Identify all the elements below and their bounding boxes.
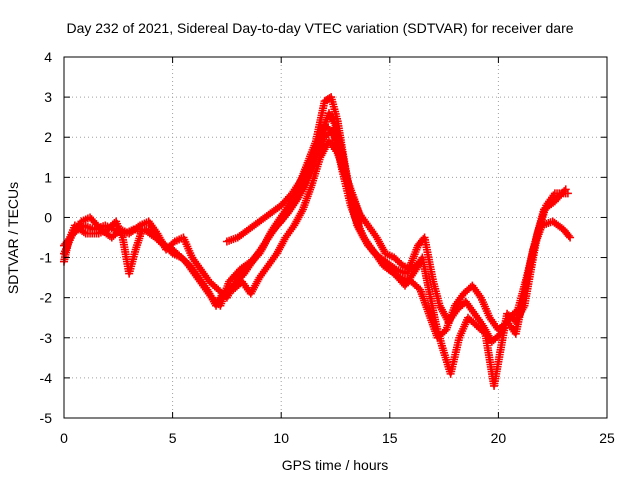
x-tick-label: 5 xyxy=(169,430,177,446)
chart-title: Day 232 of 2021, Sidereal Day-to-day VTE… xyxy=(66,20,573,36)
y-tick-label: 2 xyxy=(44,129,52,145)
data-marker xyxy=(560,187,569,196)
x-tick-label: 0 xyxy=(60,430,68,446)
y-tick-label: 4 xyxy=(44,49,52,65)
y-tick-label: -4 xyxy=(40,370,53,386)
data-point xyxy=(416,257,425,266)
data-marker xyxy=(564,231,573,240)
y-tick-label: -1 xyxy=(40,250,53,266)
y-tick-label: 3 xyxy=(44,89,52,105)
y-tick-label: -2 xyxy=(40,290,53,306)
y-tick-label: 1 xyxy=(44,169,52,185)
data-marker xyxy=(79,228,88,237)
axis-ticks: 0 5 10 15 20 25 -5 -4 -3 -2 -1 0 1 2 3 4 xyxy=(40,49,615,446)
series-track-e xyxy=(229,137,366,298)
grid-lines xyxy=(64,57,607,418)
plot-frame xyxy=(63,56,608,419)
data-point xyxy=(561,185,570,194)
x-tick-label: 20 xyxy=(491,430,507,446)
y-tick-label: -3 xyxy=(40,330,53,346)
data-point xyxy=(357,217,366,226)
x-axis-label: GPS time / hours xyxy=(282,457,389,473)
series-track-c xyxy=(60,93,570,346)
y-tick-label: 0 xyxy=(44,209,52,225)
y-tick-label: -5 xyxy=(40,410,53,426)
x-tick-label: 25 xyxy=(599,430,615,446)
data-marker xyxy=(414,259,423,268)
data-series xyxy=(60,93,575,390)
data-point xyxy=(566,233,575,242)
y-axis-label: SDTVAR / TECUs xyxy=(5,182,21,294)
x-tick-label: 10 xyxy=(273,430,289,446)
x-tick-label: 15 xyxy=(382,430,398,446)
